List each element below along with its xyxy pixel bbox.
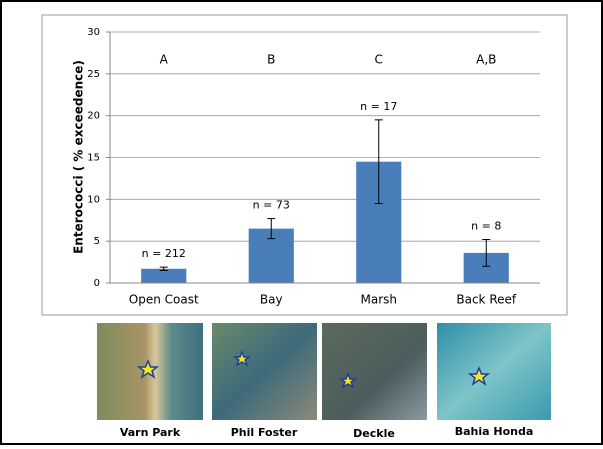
star [136, 359, 160, 379]
error-bar [159, 266, 168, 271]
site-photo [322, 323, 427, 420]
error-bar [267, 218, 276, 240]
x-tick-label: Marsh [361, 293, 398, 307]
site-markers [136, 349, 491, 389]
x-tick-label: Back Reef [456, 293, 517, 307]
star [467, 366, 491, 386]
y-tick-label: 0 [94, 278, 100, 289]
y-tick-label: 25 [87, 69, 100, 80]
n-label: n = 73 [253, 199, 290, 212]
group-label: A,B [476, 53, 496, 67]
y-axis-label: Enterococci ( % exceedence) [72, 60, 86, 254]
error-bar [374, 119, 383, 205]
y-tick-label: 15 [87, 153, 100, 164]
y-tick-label: 5 [94, 236, 100, 247]
site-photo [212, 323, 317, 420]
group-label: B [267, 53, 275, 67]
site-label: Phil Foster [231, 426, 298, 439]
star [338, 371, 358, 389]
star [232, 349, 252, 367]
photos: Varn Park Phil Foster Deckle Bahia Honda [97, 323, 551, 440]
y-tick-label: 20 [87, 111, 100, 122]
x-tick-label: Bay [260, 293, 283, 307]
group-label: A [160, 53, 169, 67]
y-tick-label: 30 [87, 27, 100, 38]
y-tick-label: 10 [87, 194, 100, 205]
group-label: C [375, 53, 383, 67]
x-tick-label: Open Coast [129, 293, 199, 307]
site-label: Deckle [353, 427, 395, 440]
site-photo [437, 323, 551, 420]
n-label: n = 17 [360, 100, 397, 113]
n-label: n = 8 [471, 219, 501, 232]
bar [141, 268, 187, 283]
site-label: Bahia Honda [455, 425, 534, 438]
error-bar [482, 238, 491, 267]
site-label: Varn Park [120, 426, 181, 439]
n-label: n = 212 [142, 247, 186, 260]
